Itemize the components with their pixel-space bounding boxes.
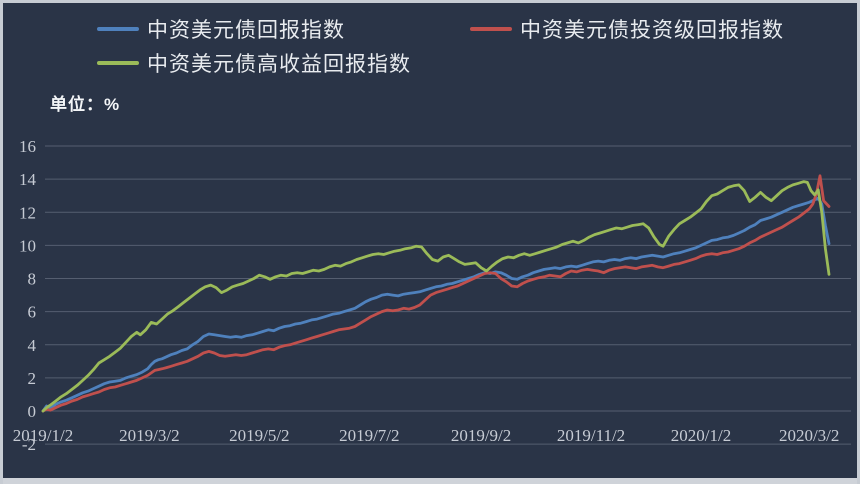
x-tick-label: 2019/1/2 xyxy=(13,426,73,445)
legend-swatch-total-return xyxy=(97,27,139,31)
legend-swatch-investment-grade xyxy=(470,27,512,31)
y-tick-label: 14 xyxy=(19,170,37,189)
legend-item-high-yield: 中资美元债高收益回报指数 xyxy=(97,50,411,76)
x-tick-label: 2020/3/2 xyxy=(779,426,839,445)
y-tick-label: -2 xyxy=(22,435,36,454)
legend-item-total-return: 中资美元债回报指数 xyxy=(97,16,345,42)
series-line-high-yield xyxy=(41,180,831,413)
x-tick-label: 2019/3/2 xyxy=(119,426,179,445)
y-tick-label: 2 xyxy=(28,369,37,388)
x-tick-label: 2019/9/2 xyxy=(451,426,511,445)
legend-item-investment-grade: 中资美元债投资级回报指数 xyxy=(470,16,784,42)
series-line-total-return xyxy=(41,196,831,413)
legend-swatch-high-yield xyxy=(97,61,139,65)
series-line-investment-grade xyxy=(41,174,831,413)
legend-label-high-yield: 中资美元债高收益回报指数 xyxy=(147,53,411,76)
unit-label: 单位：% xyxy=(50,95,121,114)
y-tick-label: 16 xyxy=(19,137,36,156)
legend-label-investment-grade: 中资美元债投资级回报指数 xyxy=(520,19,784,42)
y-tick-label: 0 xyxy=(28,402,37,421)
y-tick-label: 8 xyxy=(28,270,37,289)
x-tick-label: 2019/5/2 xyxy=(229,426,289,445)
x-tick-label: 2019/7/2 xyxy=(339,426,399,445)
x-tick-label: 2020/1/2 xyxy=(671,426,731,445)
y-tick-label: 12 xyxy=(19,203,36,222)
y-tick-label: 4 xyxy=(28,336,37,355)
y-tick-label: 10 xyxy=(19,236,36,255)
y-tick-label: 6 xyxy=(28,303,37,322)
x-tick-label: 2019/11/2 xyxy=(557,426,625,445)
legend-label-total-return: 中资美元债回报指数 xyxy=(147,19,345,42)
